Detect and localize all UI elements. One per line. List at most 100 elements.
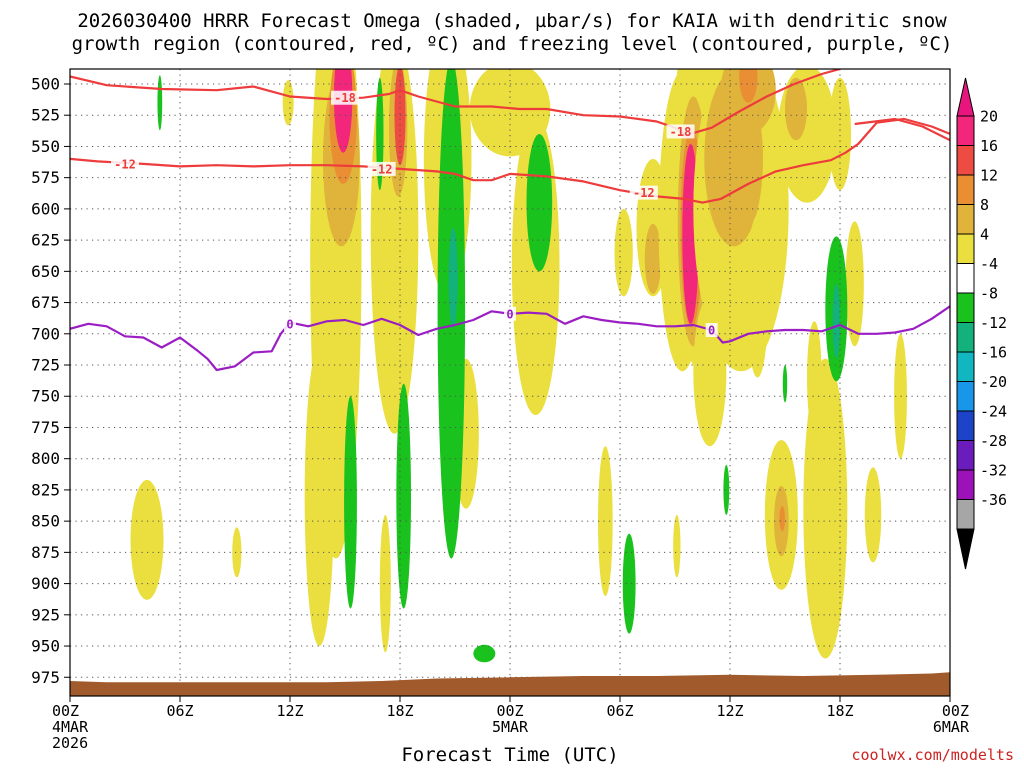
dgz-contour-label-3: -12 <box>367 161 396 176</box>
omega-region-pos-16 <box>598 446 613 597</box>
omega-region-pos-37 <box>845 221 864 347</box>
freezing-contour-label-0-bg <box>284 316 296 331</box>
omega-region-neg-54 <box>723 464 730 515</box>
y-tick-label-700: 700 <box>31 324 60 343</box>
colorbar-label-4: 4 <box>980 226 989 244</box>
omega-region-pos-1 <box>232 527 242 578</box>
omega-region-pos-18 <box>644 223 662 294</box>
omega-region-pos-32 <box>785 77 807 141</box>
freezing-contour-label-0: 0 <box>284 316 296 331</box>
freezing-contour-label-2-bg <box>705 323 718 338</box>
colorbar-swatch-0 <box>956 115 975 146</box>
y-tick-label-675: 675 <box>31 293 60 312</box>
omega-region-pos-31 <box>777 69 837 203</box>
omega-region-neg-50 <box>473 644 496 663</box>
terrain-layer <box>70 672 950 696</box>
omega-region-pos-33 <box>829 77 851 191</box>
chart-title-line-1: 2026030400 HRRR Forecast Omega (shaded, … <box>77 10 947 32</box>
colorbar-label-7: -12 <box>980 314 1007 332</box>
y-tick-label-875: 875 <box>31 543 60 562</box>
dgz-contour-label-1: -18 <box>666 124 695 139</box>
freezing-contour-label-0-text: 0 <box>286 317 293 331</box>
y-tick-label-550: 550 <box>31 137 60 156</box>
omega-region-pos-7 <box>334 69 353 153</box>
freezing-contour-label-2-text: 0 <box>708 324 715 338</box>
x-tick-sublabel-0-1: 2026 <box>52 734 88 752</box>
dgz-contour--12-2 <box>70 117 950 204</box>
dgz-contour-label-4: -12 <box>629 185 658 200</box>
y-tick-label-925: 925 <box>31 605 60 624</box>
dgz-contour-label-2-text: -12 <box>114 157 136 171</box>
omega-region-pos-43 <box>673 514 681 578</box>
dgz-contour-label-1-bg <box>666 124 695 139</box>
colorbar-swatch-7 <box>956 322 975 353</box>
colorbar-swatch-9 <box>956 381 975 412</box>
colorbar-swatch-3 <box>956 204 975 235</box>
y-tick-label-750: 750 <box>31 387 60 406</box>
colorbar-label-1: 16 <box>980 137 998 155</box>
omega-region-pos-42 <box>779 506 785 532</box>
freezing-contour-label-1-bg <box>504 306 516 321</box>
y-tick-label-650: 650 <box>31 262 60 281</box>
omega-region-pos-30 <box>739 69 758 103</box>
chart-title-line-2: growth region (contoured, red, ºC) and f… <box>71 33 953 55</box>
dgz-contour-label-3-text: -12 <box>371 162 393 176</box>
x-tick-label-30: 06Z <box>606 702 633 720</box>
colorbar-label-9: -20 <box>980 373 1007 391</box>
dgz-contour-label-0-bg <box>331 90 359 105</box>
colorbar-top-arrow <box>956 77 975 117</box>
colorbar-swatch-1 <box>956 145 975 176</box>
x-tick-label-12: 12Z <box>276 702 303 720</box>
y-axis: 500 525 550 575 600 625 650 675 700 725 750 775 800 8… <box>31 74 70 687</box>
x-tick-sublabel-0-0: 4MAR <box>52 718 89 736</box>
omega-region-neg-51 <box>526 133 553 272</box>
omega-region-pos-34 <box>746 215 769 378</box>
dgz-contour-label-0: -18 <box>331 90 359 105</box>
y-tick-label-600: 600 <box>31 199 60 218</box>
omega-region-pos-36 <box>807 321 822 434</box>
x-tick-label-6: 06Z <box>166 702 193 720</box>
colorbar-swatch-10 <box>956 410 975 441</box>
omega-region-neg-49 <box>448 227 458 328</box>
y-tick-label-525: 525 <box>31 106 60 125</box>
x-tick-label-18: 18Z <box>386 702 413 720</box>
y-tick-label-900: 900 <box>31 574 60 593</box>
omega-region-pos-39 <box>864 467 882 563</box>
x-tick-label-36: 12Z <box>716 702 743 720</box>
omega-region-pos-2 <box>282 80 294 126</box>
omega-region-neg-47 <box>396 383 411 609</box>
colorbar-label-8: -16 <box>980 344 1007 362</box>
x-tick-sublabel-24-0: 5MAR <box>492 718 529 736</box>
colorbar-label-6: -8 <box>980 285 998 303</box>
y-tick-label-975: 975 <box>31 668 60 687</box>
dgz-contour--18-0 <box>70 69 841 137</box>
freezing-contour-label-2: 0 <box>705 323 718 338</box>
omega-region-pos-10 <box>394 69 406 166</box>
colorbar-label-2: 12 <box>980 167 998 185</box>
colorbar-label-0: 20 <box>980 108 998 126</box>
y-tick-label-575: 575 <box>31 168 60 187</box>
dgz-contour-label-0-text: -18 <box>334 91 356 105</box>
colorbar-swatch-4 <box>956 233 975 264</box>
x-tick-label-48: 00Z <box>942 702 969 720</box>
omega-region-pos-4 <box>304 346 335 647</box>
colorbar-swatch-8 <box>956 351 975 382</box>
omega-region-pos-20 <box>614 208 633 297</box>
colorbar-swatch-5 <box>956 263 975 294</box>
colorbar-label-10: -24 <box>980 403 1007 421</box>
colorbar-swatch-12 <box>956 469 975 500</box>
terrain-fill <box>70 672 950 696</box>
dgz-contour-label-2-bg <box>111 156 139 171</box>
y-tick-label-725: 725 <box>31 356 60 375</box>
x-tick-label-42: 18Z <box>826 702 853 720</box>
credit-link[interactable]: coolwx.com/modelts <box>851 746 1014 764</box>
omega-region-neg-52 <box>622 533 636 634</box>
y-tick-label-825: 825 <box>31 480 60 499</box>
x-axis-title: Forecast Time (UTC) <box>401 744 619 766</box>
omega-shading-layer <box>130 69 907 663</box>
omega-region-neg-45 <box>344 396 357 609</box>
colorbar-label-5: -4 <box>980 255 998 273</box>
colorbar-swatch-2 <box>956 174 975 205</box>
